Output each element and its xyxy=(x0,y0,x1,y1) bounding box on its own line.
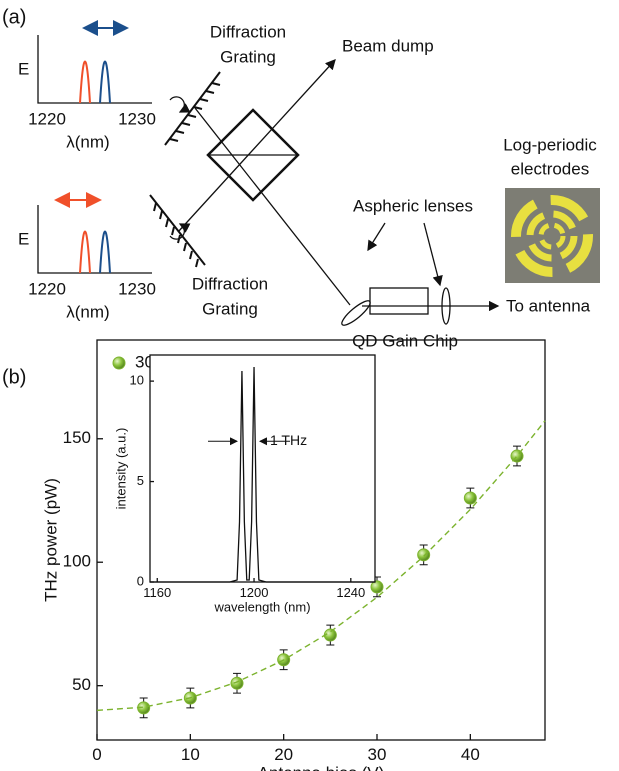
tick-label: 1220 xyxy=(28,109,66,128)
peak xyxy=(79,230,91,274)
data-point xyxy=(230,676,244,690)
tick-label: 1230 xyxy=(118,279,156,298)
x-tick-label: 0 xyxy=(92,745,101,764)
label: Grating xyxy=(220,47,276,66)
x-tick-label: 20 xyxy=(274,745,293,764)
x-label: λ(nm) xyxy=(66,302,109,321)
tick-label: 1220 xyxy=(28,279,66,298)
y-tick-label: 150 xyxy=(63,428,91,447)
y-tick-label: 100 xyxy=(63,552,91,571)
panel-a: (a) E 1220 1230 λ(nm) E 1220 1230 λ(nm) xyxy=(2,6,600,350)
label: QD Gain Chip xyxy=(352,331,458,350)
label: Diffraction xyxy=(192,274,268,293)
y-tick-label: 5 xyxy=(137,473,144,488)
x-tick-label: 40 xyxy=(461,745,480,764)
data-point xyxy=(417,548,431,562)
data-point xyxy=(370,580,384,594)
y-tick-label: 50 xyxy=(72,675,91,694)
y-tick-label: 0 xyxy=(137,573,144,588)
x-tick-label: 30 xyxy=(368,745,387,764)
y-label: E xyxy=(18,229,29,248)
plot-frame xyxy=(149,354,376,583)
spectrum-inset: E 1220 1230 λ(nm) xyxy=(18,20,156,151)
x-tick-label: 1240 xyxy=(336,585,365,600)
inset-background xyxy=(150,355,375,582)
x-tick-label: 10 xyxy=(181,745,200,764)
x-label: λ(nm) xyxy=(66,132,109,151)
axes xyxy=(37,205,152,274)
y-axis-label: THz power (pW) xyxy=(41,478,60,602)
tick-label: 1230 xyxy=(118,109,156,128)
peak xyxy=(99,230,111,274)
y-label: E xyxy=(18,59,29,78)
annotation: 1 THz xyxy=(270,432,307,448)
panel-label: (a) xyxy=(2,6,26,28)
label: electrodes xyxy=(511,159,589,178)
electrode-image xyxy=(505,188,600,283)
label: Diffraction xyxy=(210,22,286,41)
plot-frame xyxy=(96,339,546,741)
label: To antenna xyxy=(506,296,591,315)
data-point xyxy=(463,491,477,505)
label: Aspheric lenses xyxy=(353,196,473,215)
y-axis-label: intensity (a.u.) xyxy=(113,428,128,510)
label: Beam dump xyxy=(342,36,434,55)
legend-marker xyxy=(112,356,126,370)
y-tick-label: 10 xyxy=(130,373,144,388)
panel-label: (b) xyxy=(2,366,26,388)
peak xyxy=(99,60,111,104)
label: Log-periodic xyxy=(503,135,597,154)
optics xyxy=(149,59,500,326)
x-axis-label: wavelength (nm) xyxy=(213,599,310,614)
spectrum-inset: E 1220 1230 λ(nm) xyxy=(18,192,156,321)
data-line xyxy=(150,367,375,583)
x-axis-label: Antenna bias (V) xyxy=(258,763,385,771)
x-tick-label: 1200 xyxy=(240,585,269,600)
x-tick-label: 1160 xyxy=(143,585,171,600)
label: Grating xyxy=(202,299,258,318)
axes xyxy=(37,35,152,104)
peak xyxy=(79,60,91,104)
